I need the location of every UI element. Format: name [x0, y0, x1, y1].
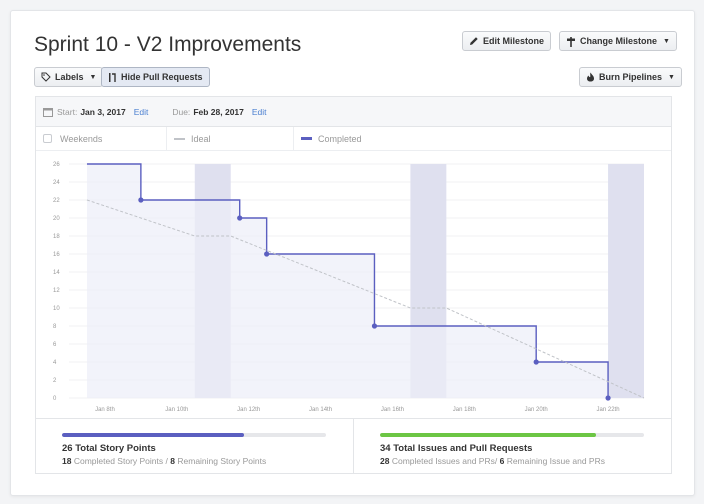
hide-pull-requests-label: Hide Pull Requests	[121, 72, 203, 82]
legend-weekends-label: Weekends	[60, 133, 103, 144]
completed-points-value: 18	[62, 456, 72, 466]
y-tick-label: 12	[53, 288, 60, 294]
issues-progress	[380, 433, 644, 437]
burn-pipelines-button[interactable]: Burn Pipelines ▼	[579, 67, 682, 87]
completed-point	[533, 359, 539, 365]
y-tick-label: 2	[53, 378, 57, 384]
legend-weekends[interactable]: Weekends	[36, 127, 167, 150]
change-milestone-label: Change Milestone	[580, 36, 658, 46]
weekends-checkbox[interactable]	[43, 134, 52, 143]
story-points-title: 26 Total Story Points	[62, 443, 156, 454]
legend-ideal-label: Ideal	[191, 133, 211, 144]
remaining-points-label: Remaining Story Points	[177, 456, 267, 466]
chevron-down-icon: ▼	[663, 37, 670, 45]
completed-points-label: Completed Story Points	[73, 456, 164, 466]
due-label: Due:	[172, 106, 191, 117]
legend-completed: Completed	[294, 127, 362, 150]
flame-icon	[587, 72, 594, 82]
completed-point	[371, 323, 378, 329]
due-date: Feb 28, 2017	[193, 106, 244, 117]
legend-completed-label: Completed	[318, 133, 362, 144]
page-title: Sprint 10 - V2 Improvements	[34, 33, 302, 56]
remaining-issues-label: Remaining Issue and PRs	[506, 456, 605, 466]
y-tick-label: 4	[53, 360, 57, 366]
completed-area	[86, 164, 609, 398]
y-tick-label: 20	[53, 216, 60, 222]
remaining-points-value: 8	[170, 456, 175, 466]
edit-start-link[interactable]: Edit	[133, 106, 149, 117]
date-bar: Start: Jan 3, 2017 Edit Due: Feb 28, 201…	[36, 97, 671, 127]
y-tick-label: 8	[53, 324, 57, 330]
edit-milestone-button[interactable]: Edit Milestone	[462, 31, 552, 51]
x-tick-label: Jan 8th	[95, 407, 115, 413]
chevron-down-icon: ▼	[668, 73, 675, 81]
issues-stat: 34 Total Issues and Pull Requests 28 Com…	[353, 419, 671, 474]
milestone-card: Sprint 10 - V2 Improvements Edit Milesto…	[10, 10, 695, 496]
start-date: Jan 3, 2017	[80, 106, 126, 117]
edit-milestone-label: Edit Milestone	[483, 36, 545, 46]
completed-point	[264, 251, 270, 257]
y-tick-label: 16	[53, 252, 60, 258]
y-tick-label: 6	[53, 342, 57, 348]
story-points-progress	[62, 433, 326, 437]
completed-point	[605, 395, 611, 401]
ideal-swatch	[174, 137, 185, 140]
tag-icon	[41, 72, 51, 82]
completed-issues-value: 28	[380, 456, 390, 466]
calendar-icon	[43, 107, 53, 117]
issues-detail: 28 Completed Issues and PRs/ 6 Remaining…	[380, 456, 671, 466]
x-tick-label: Jan 12th	[237, 407, 260, 413]
story-points-detail: 18 Completed Story Points / 8 Remaining …	[62, 456, 353, 466]
x-tick-label: Jan 16th	[381, 407, 404, 413]
issues-progress-fill	[380, 433, 597, 437]
y-tick-label: 26	[53, 162, 60, 168]
labels-button[interactable]: Labels ▼	[34, 67, 104, 87]
y-tick-label: 0	[53, 396, 57, 402]
completed-issues-label: Completed Issues and PRs/	[391, 456, 498, 466]
change-milestone-button[interactable]: Change Milestone ▼	[559, 31, 677, 51]
y-tick-label: 24	[53, 180, 60, 186]
story-points-stat: 26 Total Story Points 18 Completed Story…	[36, 419, 353, 474]
edit-due-link[interactable]: Edit	[251, 106, 267, 117]
stats-footer: 26 Total Story Points 18 Completed Story…	[36, 418, 671, 474]
x-tick-label: Jan 18th	[453, 407, 476, 413]
x-tick-label: Jan 10th	[165, 407, 188, 413]
burn-pipelines-label: Burn Pipelines	[599, 72, 663, 82]
chart-legend: Weekends Ideal Completed	[36, 127, 671, 151]
remaining-issues-value: 6	[499, 456, 505, 466]
points-separator: /	[165, 456, 168, 466]
y-tick-label: 18	[53, 234, 60, 240]
story-points-progress-fill	[62, 433, 245, 437]
x-tick-label: Jan 14th	[309, 407, 332, 413]
start-label: Start:	[57, 106, 78, 117]
pencil-icon	[470, 37, 478, 45]
completed-swatch	[301, 137, 312, 140]
labels-label: Labels	[55, 72, 84, 82]
completed-point	[237, 215, 243, 221]
y-tick-label: 10	[53, 306, 60, 312]
weekend-band	[608, 164, 644, 398]
legend-ideal: Ideal	[167, 127, 294, 150]
y-tick-label: 22	[53, 198, 60, 204]
completed-point	[138, 197, 144, 203]
burndown-panel: Start: Jan 3, 2017 Edit Due: Feb 28, 201…	[35, 96, 672, 474]
hide-pull-requests-button[interactable]: Hide Pull Requests	[101, 67, 210, 87]
milestone-icon	[567, 36, 575, 47]
y-tick-label: 14	[53, 270, 60, 276]
issues-title: 34 Total Issues and Pull Requests	[380, 443, 533, 454]
x-tick-label: Jan 20th	[525, 407, 548, 413]
chevron-down-icon: ▼	[89, 73, 97, 81]
ideal-line	[86, 199, 645, 399]
pull-request-icon	[109, 72, 116, 82]
x-tick-label: Jan 22th	[597, 407, 620, 413]
